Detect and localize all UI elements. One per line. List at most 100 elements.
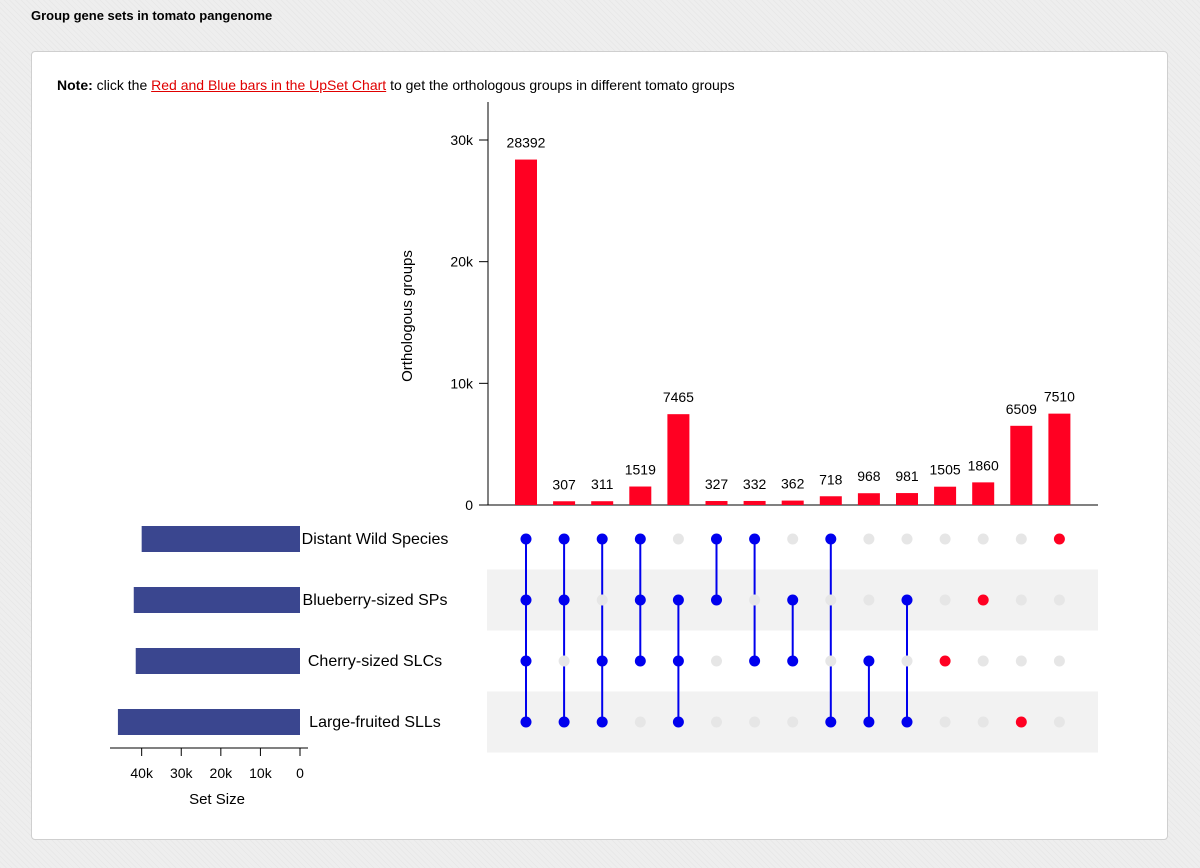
matrix-dot-active[interactable] [787,594,799,606]
matrix-dot-active[interactable] [749,533,761,545]
matrix-dot-active[interactable] [634,655,646,667]
intersection-bar[interactable] [857,493,880,505]
note-label: Note: [57,77,93,93]
matrix-dot-inactive [825,594,837,606]
matrix-dot-inactive [863,594,875,606]
intersection-value-label: 311 [591,476,614,492]
matrix-dot-active[interactable] [520,655,532,667]
matrix-dot-active[interactable] [901,716,913,728]
intersection-bar[interactable] [934,486,957,505]
intersection-bar[interactable] [553,501,576,505]
matrix-dot-active[interactable] [596,716,608,728]
matrix-dot-inactive [749,716,761,728]
intersection-bar[interactable] [743,500,766,505]
note-text-before: click the [96,77,148,93]
page-heading: Group gene sets in tomato pangenome [31,8,273,23]
set-size-bar[interactable] [117,709,301,735]
matrix-dot-active[interactable] [634,533,646,545]
intersection-bar[interactable] [972,482,995,505]
intersection-value-label: 28392 [507,135,546,151]
matrix-dot-active[interactable] [520,594,532,606]
intersection-value-label: 362 [781,476,805,492]
matrix-dot-inactive [863,533,875,545]
intersection-bar[interactable] [1048,413,1071,505]
matrix-dot-active[interactable] [711,533,722,545]
y-tick-label: 30k [450,132,474,148]
matrix-dot-inactive [787,716,799,728]
y-tick-label: 20k [450,254,474,270]
set-name-label: Large-fruited SLLs [309,714,441,731]
intersection-value-label: 327 [705,476,729,492]
matrix-dot-active[interactable] [596,533,608,545]
matrix-dot-inactive [901,655,913,667]
intersection-bar[interactable] [896,493,918,505]
matrix-dot-inactive [672,533,684,545]
matrix-dot-inactive [1053,655,1065,667]
matrix-dot-active[interactable] [711,594,722,606]
matrix-dot-active[interactable] [863,716,875,728]
upset-chart: 0 10k 20k 30k Orthologous groups 28392 307 311… [110,102,1098,808]
matrix-dot-active[interactable] [939,655,951,667]
set-size-tick-label: 30k [170,765,194,781]
matrix-dot-active[interactable] [863,655,875,667]
intersection-bar[interactable] [1010,425,1033,505]
matrix-dot-active[interactable] [825,533,837,545]
matrix-dot-active[interactable] [901,594,913,606]
set-size-bar[interactable] [141,526,300,552]
upset-panel: Note: click the Red and Blue bars in the… [31,51,1168,840]
intersection-bar[interactable] [591,501,614,505]
matrix-dot-inactive [711,716,722,728]
upset-chart-link[interactable]: Red and Blue bars in the UpSet Chart [151,77,387,93]
matrix-dot-active[interactable] [672,594,684,606]
matrix-dot-inactive [1053,594,1065,606]
set-size-bars: Distant Wild Species Blueberry-sized SPs C… [117,526,449,735]
intersection-bar[interactable] [781,500,804,505]
intersection-bar[interactable] [819,496,842,505]
set-size-tick-label: 40k [130,765,154,781]
intersection-value-label: 981 [895,468,919,484]
matrix-dot-inactive [787,533,799,545]
matrix-dot-inactive [901,533,913,545]
matrix-dot-inactive [749,594,761,606]
matrix-dot-active[interactable] [1015,716,1027,728]
matrix-dot-active[interactable] [787,655,799,667]
intersection-matrix [520,533,1065,728]
set-size-bar[interactable] [133,587,300,613]
intersection-bar[interactable] [629,486,652,505]
matrix-dot-active[interactable] [749,655,761,667]
matrix-dot-active[interactable] [596,655,608,667]
matrix-dot-active[interactable] [672,655,684,667]
matrix-dot-active[interactable] [520,533,532,545]
set-name-label: Distant Wild Species [302,531,449,548]
matrix-dot-inactive [939,533,951,545]
intersection-value-label: 7465 [663,389,694,405]
intersection-value-label: 968 [857,468,881,484]
set-size-axis-label: Set Size [189,791,245,808]
matrix-dot-inactive [634,716,646,728]
set-size-tick-label: 0 [296,765,304,781]
note-text-after: to get the orthologous groups in differe… [390,77,735,93]
matrix-dot-active[interactable] [520,716,532,728]
intersection-bar[interactable] [515,159,537,505]
matrix-dot-inactive [1015,655,1027,667]
matrix-dot-active[interactable] [558,533,570,545]
matrix-dot-inactive [977,533,989,545]
matrix-dot-inactive [977,716,989,728]
matrix-dot-inactive [558,655,570,667]
set-name-label: Blueberry-sized SPs [303,592,448,609]
matrix-dot-active[interactable] [558,594,570,606]
set-size-bar[interactable] [135,648,300,674]
matrix-dot-active[interactable] [1053,533,1065,545]
set-size-tick-label: 10k [249,765,273,781]
set-name-label: Cherry-sized SLCs [308,653,442,670]
intersection-bar[interactable] [705,501,728,505]
matrix-dot-active[interactable] [558,716,570,728]
set-size-tick-label: 20k [210,765,234,781]
matrix-dot-active[interactable] [634,594,646,606]
matrix-dot-active[interactable] [672,716,684,728]
intersection-value-label: 718 [819,471,843,487]
matrix-dot-active[interactable] [977,594,989,606]
matrix-dot-active[interactable] [825,716,837,728]
matrix-dot-inactive [939,716,951,728]
intersection-bar[interactable] [667,414,690,505]
